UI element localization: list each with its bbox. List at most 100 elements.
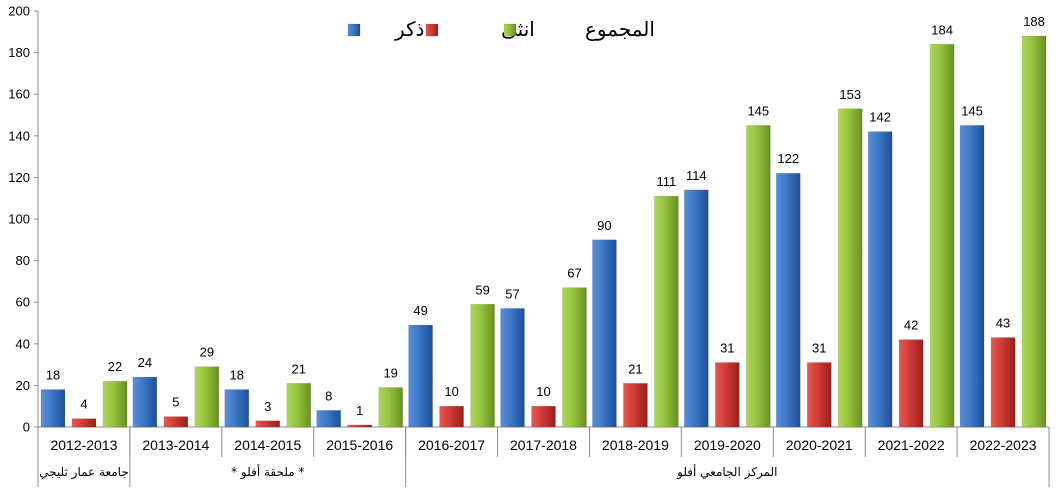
x-tick-label: 2015-2016	[326, 437, 393, 453]
y-tick-label: 20	[16, 378, 30, 393]
legend-item-total: المجموع	[503, 17, 655, 41]
x-group-label: المركز الجامعي أفلو	[676, 464, 777, 480]
data-label: 90	[597, 218, 611, 233]
x-tick-label: 2013-2014	[142, 437, 209, 453]
bar-total	[470, 304, 495, 428]
bar-male	[316, 410, 341, 428]
bar-total	[102, 380, 128, 428]
data-label: 49	[413, 303, 427, 318]
bar-total	[746, 125, 771, 428]
bar-female	[898, 339, 924, 428]
legend-swatch	[347, 23, 361, 37]
bar-female	[715, 362, 740, 428]
legend-swatch	[503, 23, 517, 37]
data-label: 19	[383, 365, 397, 380]
bar-male	[408, 324, 433, 428]
legend: ذكر انثى المجموع	[347, 17, 655, 41]
bar-total	[929, 44, 955, 428]
bar-female	[347, 424, 372, 428]
bar-female	[255, 420, 281, 428]
bar-male	[132, 376, 158, 428]
bar-female	[623, 383, 648, 428]
bar-total	[378, 387, 403, 428]
data-label: 111	[657, 174, 677, 189]
data-label: 10	[444, 384, 458, 399]
x-tick-label: 2021-2022	[878, 437, 945, 453]
data-label: 67	[567, 266, 581, 281]
data-label: 5	[172, 395, 179, 410]
bar-total	[837, 108, 863, 428]
data-label: 42	[904, 318, 918, 333]
data-label: 43	[996, 316, 1010, 331]
bar-female	[531, 405, 556, 428]
x-group-label: جامعة عمار ثليجي	[39, 465, 129, 480]
data-label: 1	[356, 403, 363, 418]
data-label: 188	[1023, 14, 1045, 29]
legend-label: ذكر	[394, 17, 424, 41]
y-tick-label: 60	[16, 295, 30, 310]
y-tick-label: 140	[8, 128, 30, 143]
data-label: 3	[264, 399, 271, 414]
legend-item-male: ذكر	[347, 17, 424, 41]
y-tick-label: 0	[23, 420, 30, 435]
data-label: 24	[138, 355, 152, 370]
bar-male	[684, 189, 709, 428]
bar-male	[592, 239, 617, 428]
data-label: 114	[686, 168, 707, 183]
bar-total	[286, 383, 312, 428]
bar-male	[500, 308, 525, 428]
y-tick-label: 200	[8, 4, 30, 19]
data-label: 57	[505, 286, 519, 301]
data-label: 29	[200, 345, 214, 360]
data-label: 10	[536, 384, 550, 399]
data-label: 8	[325, 388, 332, 403]
bar-male	[40, 389, 66, 428]
data-label: 4	[80, 397, 87, 412]
data-label: 184	[931, 22, 953, 37]
x-tick-label: 2014-2015	[234, 437, 301, 453]
bar-total	[562, 287, 587, 428]
x-tick-label: 2016-2017	[418, 437, 485, 453]
bar-total	[194, 366, 220, 428]
x-tick-label: 2022-2023	[970, 437, 1037, 453]
y-tick-label: 80	[16, 253, 30, 268]
data-labels: 184 22 24 5 29 18 3 21 8 1 19 49 10 59 57 10 67 90 21 111 11…	[46, 14, 1045, 418]
bar-female	[439, 405, 464, 428]
bar-female	[990, 337, 1016, 428]
data-label: 31	[812, 341, 826, 356]
bar-total	[1021, 35, 1047, 428]
x-tick-label: 2019-2020	[694, 437, 761, 453]
x-tick-label: 2018-2019	[602, 437, 669, 453]
x-tick-label: 2020-2021	[786, 437, 853, 453]
y-tick-label: 100	[8, 212, 30, 227]
data-label: 145	[961, 103, 983, 118]
x-tick-label: 2012-2013	[50, 437, 117, 453]
y-tick-label: 40	[16, 336, 30, 351]
y-tick-label: 160	[8, 87, 30, 102]
data-label: 153	[839, 87, 861, 102]
data-label: 22	[108, 359, 122, 374]
data-label: 31	[720, 341, 734, 356]
y-tick-label: 180	[8, 45, 30, 60]
legend-label: المجموع	[585, 17, 655, 41]
data-label: 18	[46, 368, 60, 383]
x-tick-label: 2017-2018	[510, 437, 577, 453]
legend-item-female: انثى	[425, 17, 535, 41]
bars	[40, 35, 1047, 428]
bar-male	[867, 131, 893, 428]
axes: 0 20 40 60 80 100 120 140 160 180 200	[8, 4, 1049, 435]
bar-female	[806, 362, 832, 428]
data-label: 59	[475, 282, 489, 297]
legend-swatch	[425, 23, 439, 37]
data-label: 142	[869, 110, 891, 125]
bar-total	[654, 195, 679, 428]
data-label: 122	[777, 151, 799, 166]
bar-female	[163, 416, 189, 428]
y-tick-label: 120	[8, 170, 30, 185]
bar-male	[775, 172, 801, 428]
bar-male	[959, 125, 985, 428]
data-label: 21	[292, 361, 306, 376]
x-group-label: * ملحقة أفلو *	[231, 464, 304, 480]
data-label: 21	[628, 361, 642, 376]
